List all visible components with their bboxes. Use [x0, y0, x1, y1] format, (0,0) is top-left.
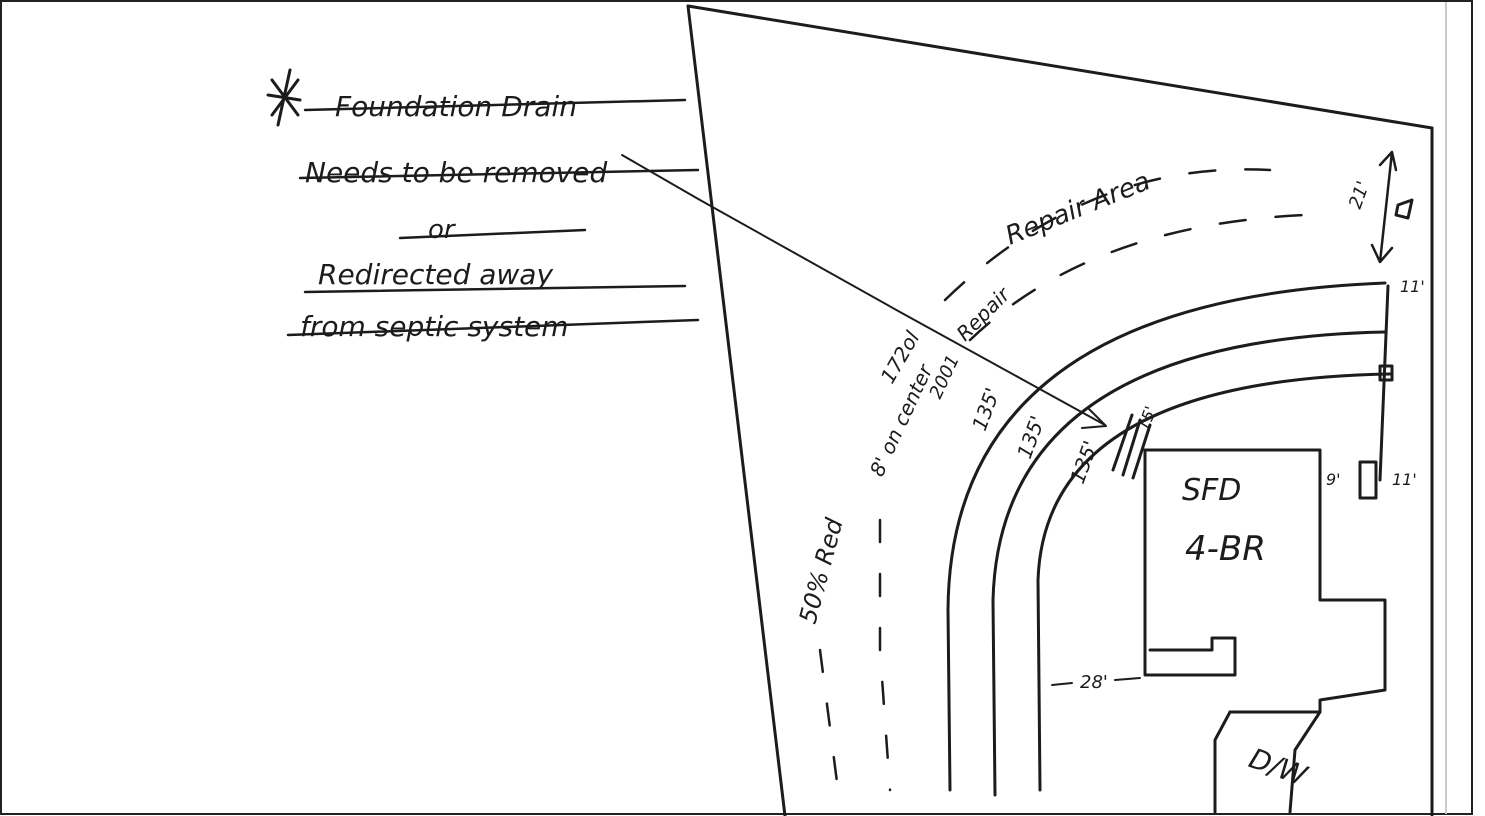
dimension-21: 21' [1345, 150, 1414, 264]
reduced-area-dashes [818, 518, 892, 792]
leader-arrow [621, 154, 1107, 429]
dimension-28: 28' [1051, 672, 1141, 693]
asterisk-icon [266, 68, 302, 127]
leach-trenches [946, 281, 1392, 797]
dimension-11-top: 11' [1400, 277, 1425, 296]
house-outline [1143, 284, 1394, 814]
driveway-label: D/W [1245, 742, 1313, 794]
repair-area-dashes [943, 168, 1307, 342]
reduction-label: 50% Red [794, 515, 849, 627]
svg-text:21': 21' [1345, 178, 1374, 211]
property-boundary [686, 4, 1434, 816]
trench-length-4: 15' [1134, 404, 1160, 434]
house-label-sfd: SFD [1182, 473, 1241, 508]
foundation-drain-note: Foundation Drain Needs to be removed or … [266, 68, 700, 343]
repair-area-label: Repair Area [1001, 166, 1154, 251]
svg-text:28': 28' [1080, 672, 1108, 693]
trench-length-3: 135' [1065, 437, 1102, 486]
house-label-bedrooms: 4-BR [1185, 529, 1266, 569]
note-line-4: Redirected away [318, 258, 553, 291]
note-line-3: or [428, 215, 457, 245]
trench-length-2: 135' [1012, 412, 1049, 461]
repair-label: Repair [952, 281, 1016, 345]
svg-text:9': 9' [1326, 470, 1341, 489]
dimension-9: 9' 11' [1326, 470, 1417, 489]
svg-text:11': 11' [1392, 470, 1417, 489]
trench-length-1: 135' [967, 384, 1004, 433]
